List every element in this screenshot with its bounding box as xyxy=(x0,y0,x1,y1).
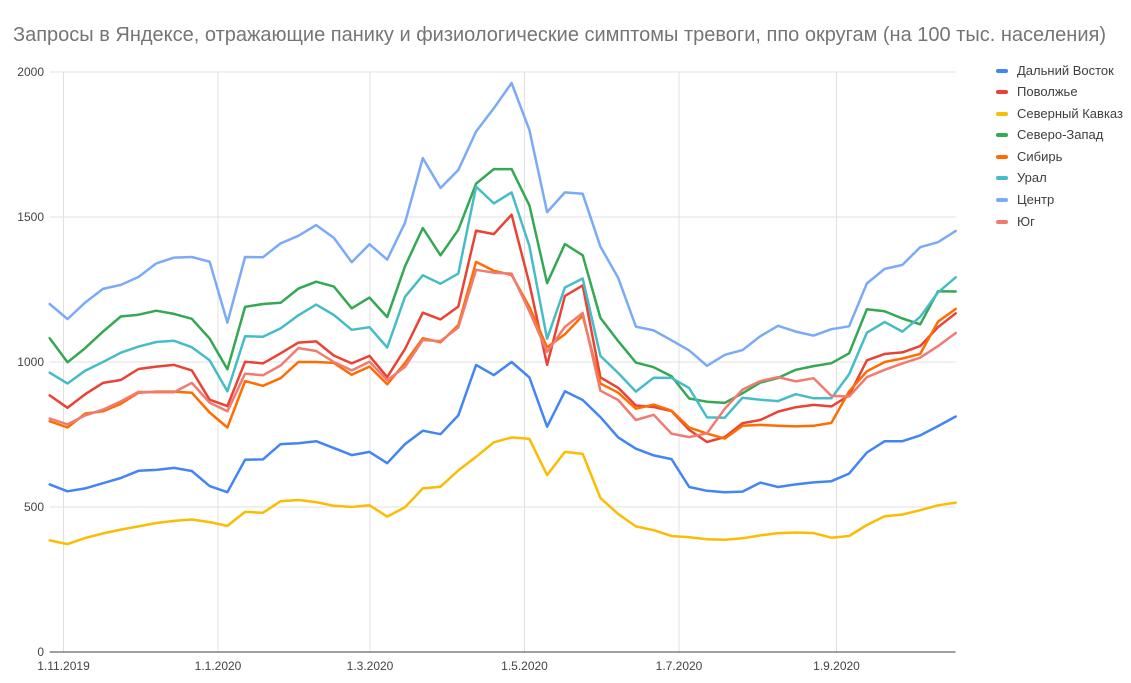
series-line-2[interactable] xyxy=(48,436,957,546)
legend-swatch-icon xyxy=(996,90,1008,95)
y-tick-label-500: 500 xyxy=(23,500,44,514)
legend-label: Сибирь xyxy=(1017,148,1063,164)
series-line-7[interactable] xyxy=(48,268,957,439)
x-tick-label-4: 1.7.2020 xyxy=(655,659,703,673)
legend-label: Дальний Восток xyxy=(1017,62,1114,78)
legend-swatch-icon xyxy=(996,219,1008,224)
y-tick-label-2000: 2000 xyxy=(17,65,44,79)
legend-label: Центр xyxy=(1017,192,1055,208)
series-line-3[interactable] xyxy=(48,167,957,405)
legend-label: Поволжье xyxy=(1017,84,1078,100)
series-line-6[interactable] xyxy=(48,81,957,368)
y-tick-label-1000: 1000 xyxy=(17,355,44,369)
series-line-4[interactable] xyxy=(48,260,957,440)
series-line-0[interactable] xyxy=(48,360,957,494)
y-tick-label-1500: 1500 xyxy=(17,210,44,224)
series-line-5[interactable] xyxy=(48,185,957,419)
x-tick-label-1: 1.1.2020 xyxy=(194,659,242,673)
x-tick-label-2: 1.3.2020 xyxy=(346,659,394,673)
legend-label: Юг xyxy=(1017,213,1035,229)
x-tick-label-0: 1.11.2019 xyxy=(37,659,90,673)
x-tick-label-5: 1.9.2020 xyxy=(813,659,860,673)
legend-label: Урал xyxy=(1017,170,1047,186)
y-tick-label-0: 0 xyxy=(37,645,44,659)
legend-swatch-icon xyxy=(996,198,1008,203)
legend-swatch-icon xyxy=(996,68,1008,73)
legend-swatch-icon xyxy=(996,154,1008,159)
legend-swatch-icon xyxy=(996,176,1008,181)
legend-swatch-icon xyxy=(996,111,1008,116)
legend-label: Северный Кавказ xyxy=(1017,105,1123,121)
legend-label: Северо-Запад xyxy=(1017,127,1104,143)
series-line-1[interactable] xyxy=(48,213,957,444)
chart-title: Запросы в Яндексе, отражающие панику и ф… xyxy=(13,24,1106,46)
x-tick-label-3: 1.5.2020 xyxy=(501,659,548,673)
legend-swatch-icon xyxy=(996,133,1008,138)
